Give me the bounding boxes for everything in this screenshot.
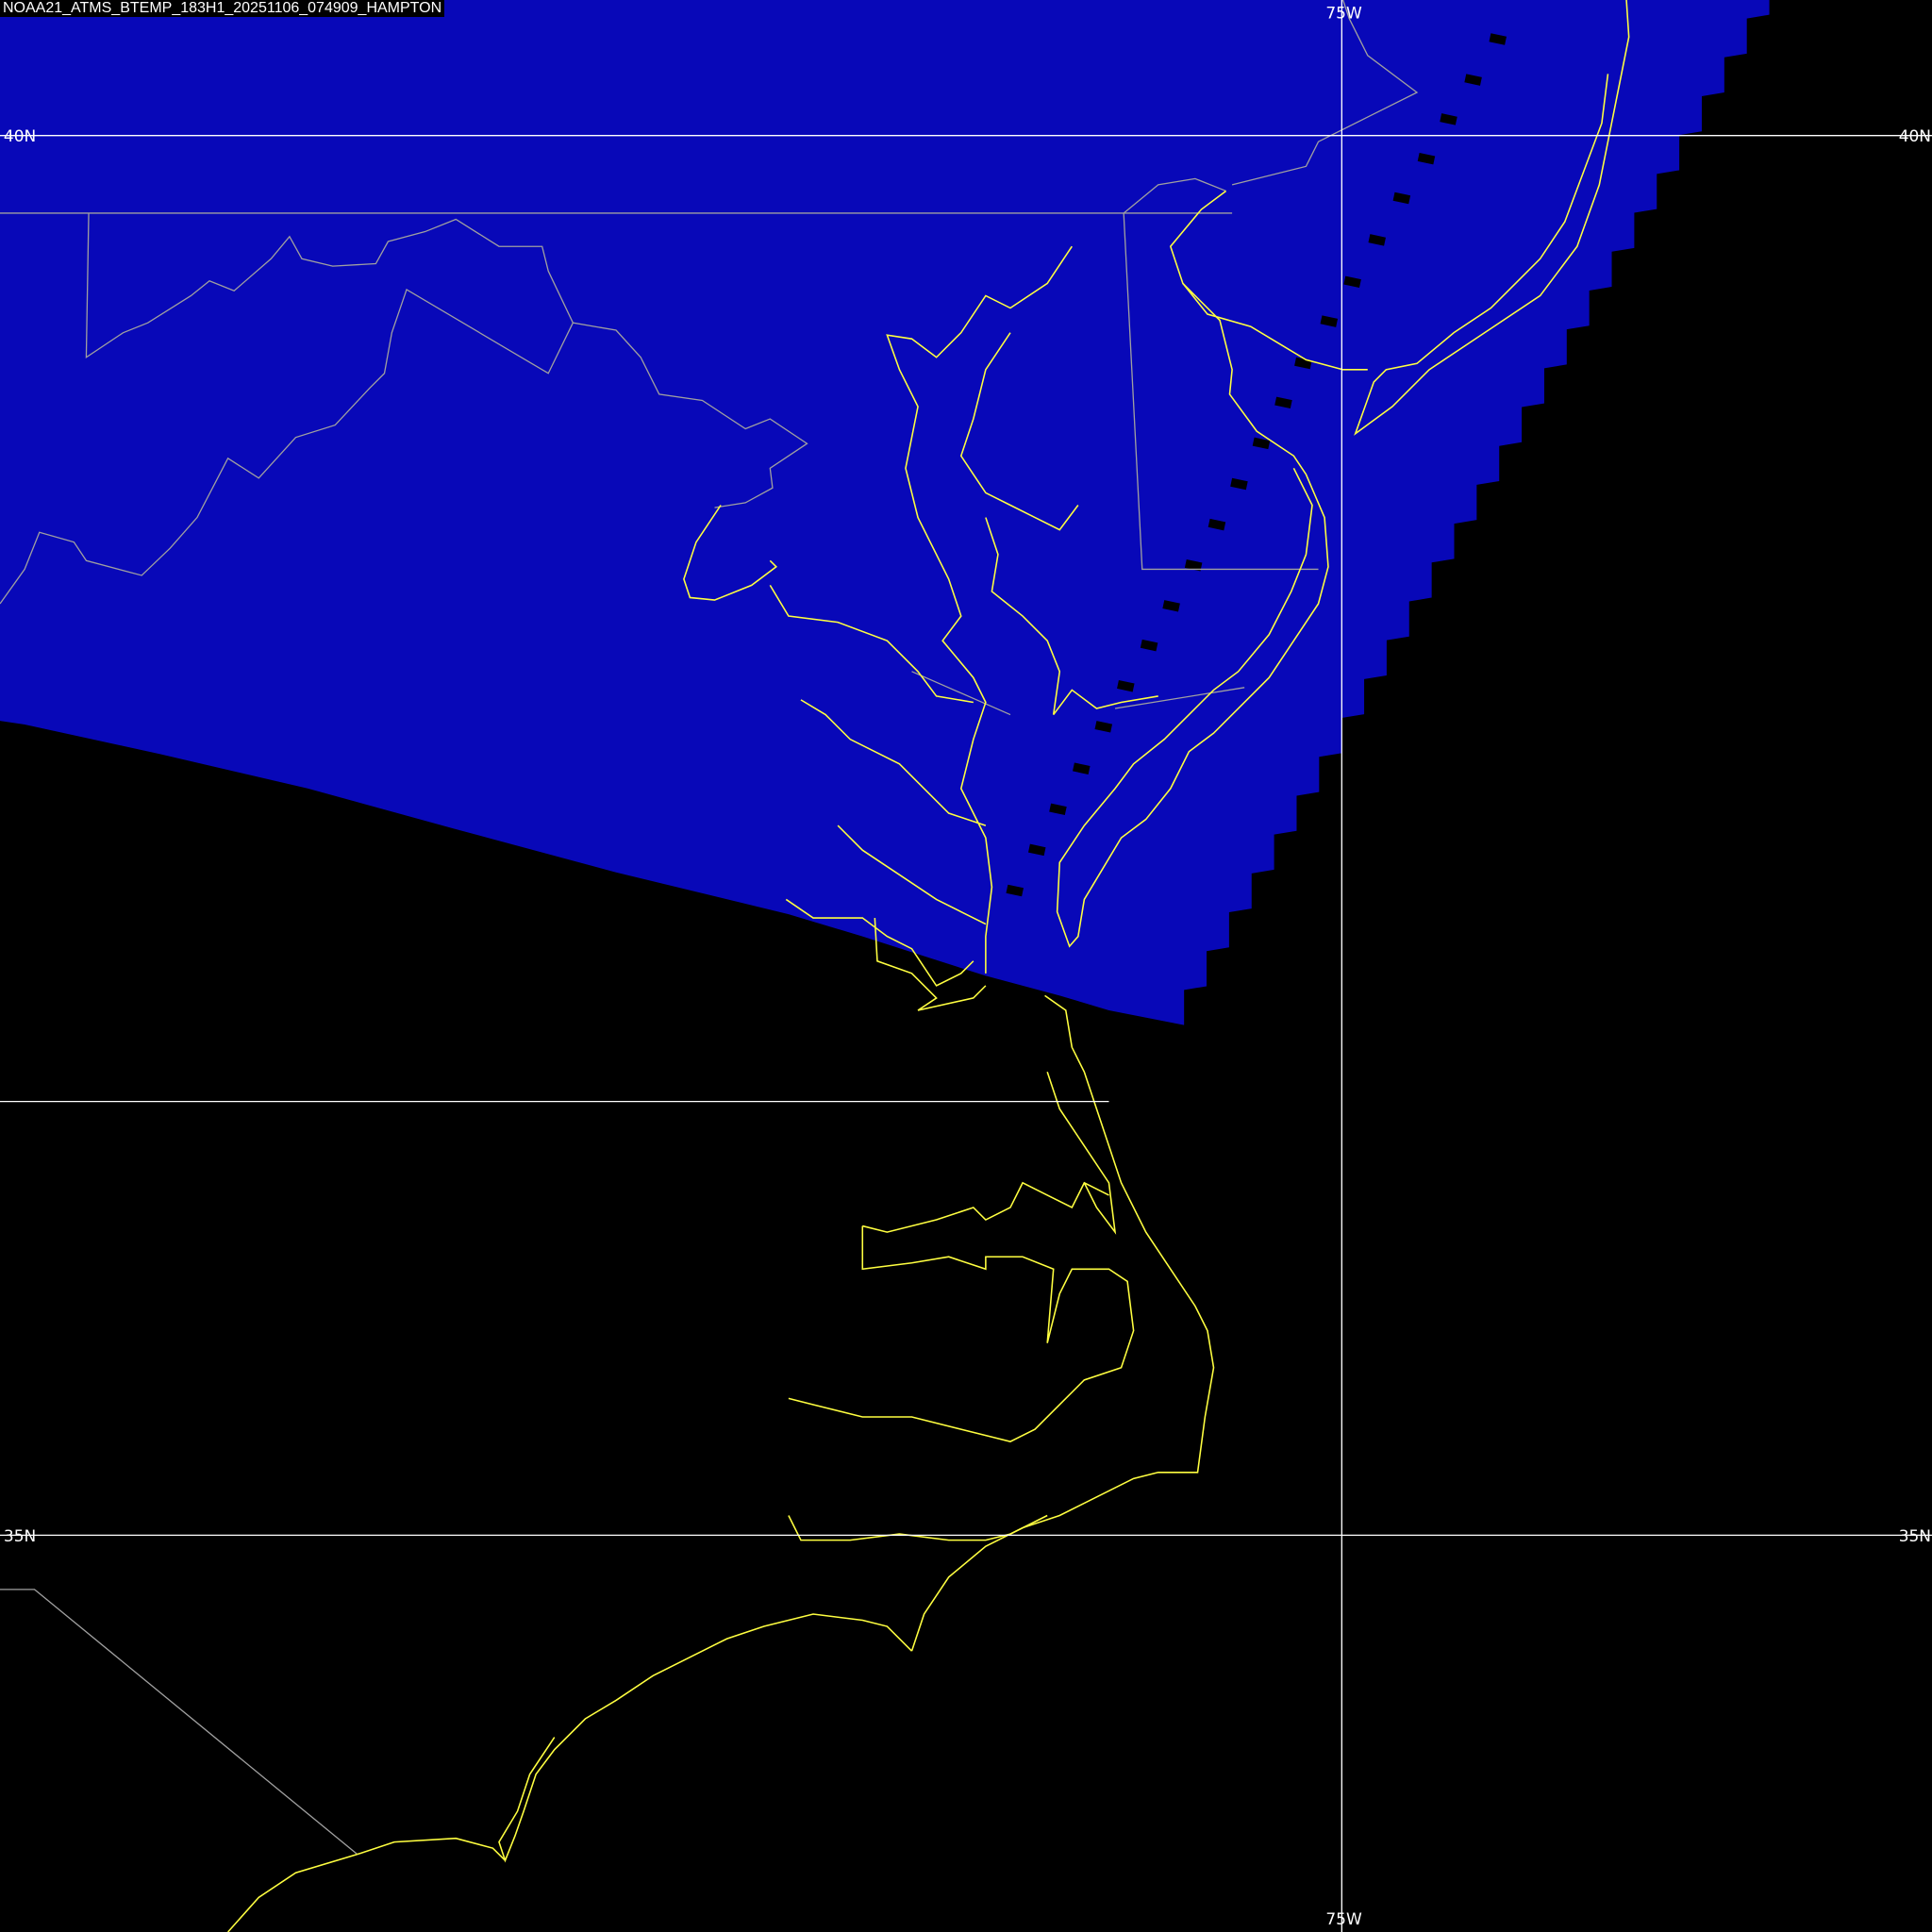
missing-pixel [1208, 518, 1226, 531]
grid-labels: 40N 40N 35N 35N 75W 75W [4, 5, 1931, 1930]
missing-pixel [1489, 33, 1507, 45]
lon-label-bottom: 75W [1325, 1910, 1362, 1929]
missing-pixel [1417, 152, 1436, 165]
lat-label-left: 40N [4, 127, 36, 146]
missing-pixel [1094, 721, 1113, 733]
missing-pixel [1117, 679, 1135, 692]
lat-label-left: 35N [4, 1527, 36, 1546]
lat-label-right: 40N [1899, 127, 1931, 146]
missing-pixel [1049, 803, 1067, 816]
missing-pixel [1006, 884, 1024, 897]
missing-pixel [1230, 477, 1248, 491]
missing-pixel [1184, 558, 1203, 572]
missing-pixel [1392, 192, 1411, 205]
missing-pixel [1027, 843, 1046, 857]
missing-pixel [1440, 113, 1457, 125]
missing-pixel [1140, 639, 1158, 652]
missing-pixel [1320, 315, 1339, 327]
missing-pixel [1073, 762, 1091, 774]
coastlines [227, 0, 1630, 1932]
missing-pixel [1162, 600, 1180, 612]
state-borders [0, 0, 1419, 1856]
image-title: NOAA21_ATMS_BTEMP_183H1_20251106_074909_… [0, 0, 445, 17]
missing-pixels [1006, 33, 1507, 897]
lon-label-top: 75W [1325, 5, 1362, 24]
missing-pixel [1274, 396, 1292, 409]
missing-pixel [1368, 234, 1386, 246]
satellite-swath [0, 0, 1770, 1025]
missing-pixel [1252, 437, 1271, 450]
lat-label-right: 35N [1899, 1527, 1931, 1546]
missing-pixel [1343, 275, 1361, 289]
missing-pixel [1464, 74, 1482, 86]
